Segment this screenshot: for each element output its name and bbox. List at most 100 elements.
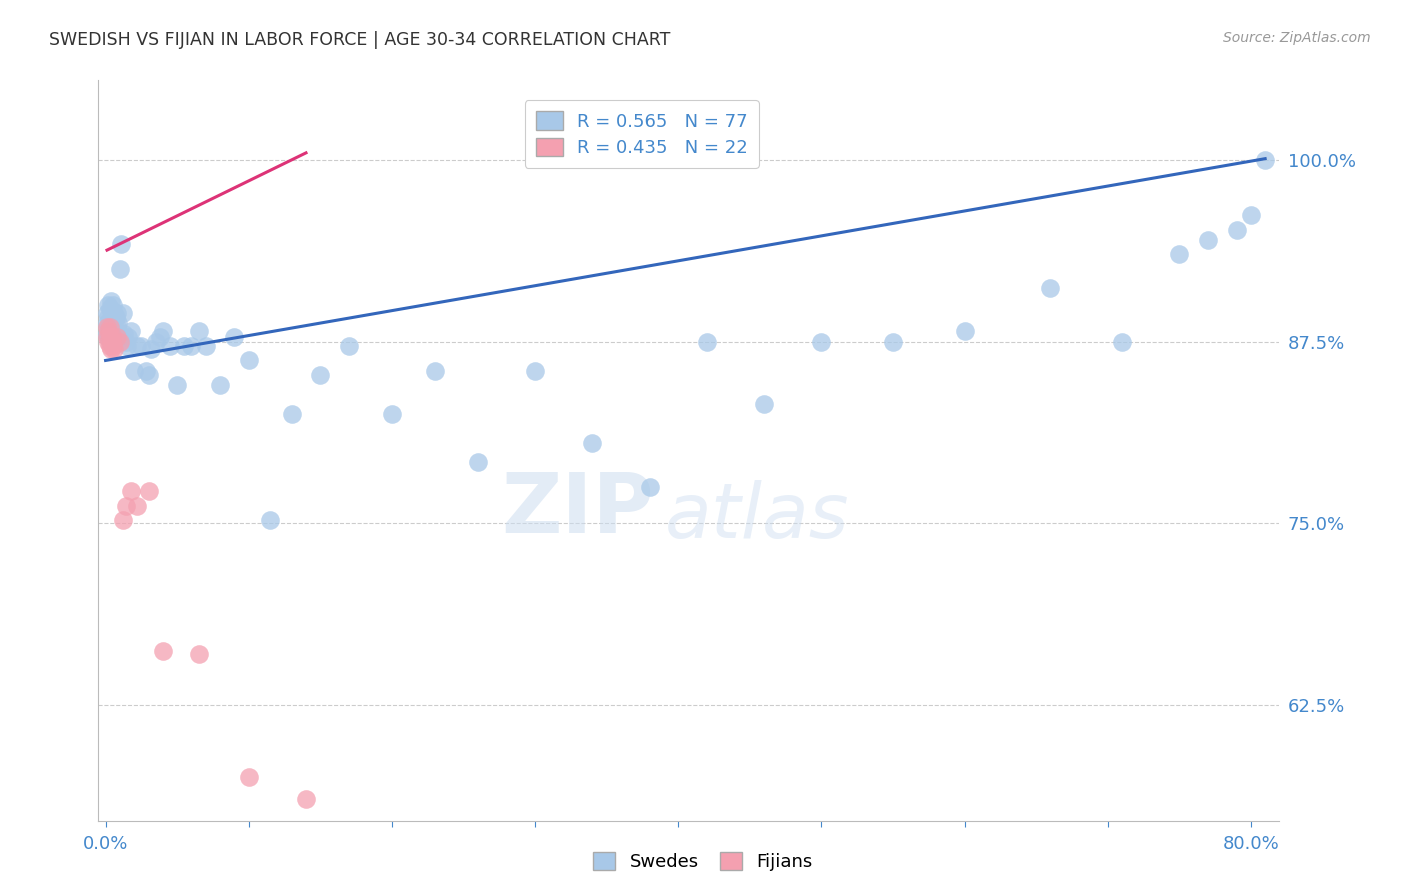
Point bbox=[105, 330, 128, 344]
Point bbox=[259, 513, 281, 527]
Text: Source: ZipAtlas.com: Source: ZipAtlas.com bbox=[1223, 31, 1371, 45]
Point bbox=[101, 320, 124, 334]
Point bbox=[96, 316, 118, 330]
Point bbox=[98, 339, 121, 353]
Point bbox=[138, 368, 160, 382]
Point bbox=[110, 237, 132, 252]
Point bbox=[98, 320, 121, 334]
Point bbox=[1111, 334, 1133, 349]
Point bbox=[1039, 281, 1062, 295]
Point bbox=[105, 305, 128, 319]
Point bbox=[381, 407, 404, 421]
Point bbox=[152, 644, 174, 658]
Point bbox=[238, 770, 260, 784]
Point bbox=[100, 333, 122, 347]
Point bbox=[100, 293, 122, 308]
Point bbox=[120, 484, 142, 499]
Point bbox=[97, 334, 120, 349]
Point bbox=[131, 339, 153, 353]
Text: ZIP: ZIP bbox=[501, 469, 654, 550]
Point bbox=[467, 455, 489, 469]
Point bbox=[180, 339, 202, 353]
Point bbox=[98, 330, 121, 344]
Point bbox=[125, 499, 148, 513]
Point bbox=[173, 339, 195, 353]
Point bbox=[105, 320, 128, 334]
Point bbox=[1168, 247, 1191, 261]
Point bbox=[98, 325, 121, 339]
Point bbox=[107, 330, 129, 344]
Point bbox=[1197, 233, 1219, 247]
Point bbox=[101, 330, 124, 344]
Point bbox=[98, 301, 121, 316]
Point bbox=[101, 339, 124, 353]
Point bbox=[149, 330, 172, 344]
Point bbox=[752, 397, 775, 411]
Point bbox=[104, 310, 127, 324]
Point bbox=[101, 330, 124, 344]
Point bbox=[194, 339, 217, 353]
Point bbox=[524, 363, 547, 377]
Point bbox=[101, 298, 124, 312]
Point bbox=[187, 325, 209, 339]
Point bbox=[1254, 153, 1277, 168]
Point bbox=[238, 353, 260, 368]
Point bbox=[423, 363, 446, 377]
Point bbox=[97, 310, 120, 324]
Point bbox=[696, 334, 718, 349]
Point bbox=[103, 342, 125, 356]
Point bbox=[108, 262, 131, 277]
Point bbox=[100, 342, 122, 356]
Point bbox=[138, 484, 160, 499]
Point bbox=[108, 334, 131, 349]
Point bbox=[337, 339, 360, 353]
Point bbox=[187, 647, 209, 661]
Point bbox=[114, 334, 136, 349]
Point bbox=[96, 327, 118, 342]
Point bbox=[112, 327, 135, 342]
Point bbox=[224, 330, 246, 344]
Point bbox=[98, 334, 121, 349]
Point bbox=[101, 309, 124, 323]
Point bbox=[810, 334, 832, 349]
Point bbox=[100, 313, 122, 327]
Point bbox=[96, 320, 118, 334]
Point bbox=[135, 363, 157, 377]
Point bbox=[115, 339, 138, 353]
Point bbox=[295, 792, 318, 806]
Point bbox=[114, 499, 136, 513]
Point bbox=[97, 298, 120, 312]
Point bbox=[103, 316, 125, 330]
Point bbox=[111, 305, 134, 319]
Point bbox=[103, 305, 125, 319]
Legend: R = 0.565   N = 77, R = 0.435   N = 22: R = 0.565 N = 77, R = 0.435 N = 22 bbox=[524, 101, 759, 168]
Point bbox=[209, 378, 232, 392]
Point bbox=[1240, 208, 1263, 222]
Point bbox=[1225, 223, 1247, 237]
Point bbox=[581, 436, 603, 450]
Legend: Swedes, Fijians: Swedes, Fijians bbox=[586, 845, 820, 879]
Point bbox=[97, 320, 120, 334]
Point bbox=[953, 325, 976, 339]
Point bbox=[107, 316, 129, 330]
Point bbox=[309, 368, 332, 382]
Point bbox=[104, 325, 127, 339]
Point bbox=[882, 334, 904, 349]
Point bbox=[120, 325, 142, 339]
Point bbox=[117, 330, 139, 344]
Text: SWEDISH VS FIJIAN IN LABOR FORCE | AGE 30-34 CORRELATION CHART: SWEDISH VS FIJIAN IN LABOR FORCE | AGE 3… bbox=[49, 31, 671, 49]
Point bbox=[97, 325, 120, 339]
Point bbox=[100, 323, 122, 337]
Point bbox=[159, 339, 181, 353]
Point bbox=[97, 330, 120, 344]
Point bbox=[638, 480, 661, 494]
Point bbox=[96, 305, 118, 319]
Point bbox=[152, 325, 174, 339]
Point bbox=[145, 334, 167, 349]
Point bbox=[280, 407, 302, 421]
Point bbox=[100, 304, 122, 318]
Point bbox=[103, 327, 125, 342]
Point bbox=[125, 339, 148, 353]
Point bbox=[96, 330, 118, 344]
Point bbox=[122, 363, 145, 377]
